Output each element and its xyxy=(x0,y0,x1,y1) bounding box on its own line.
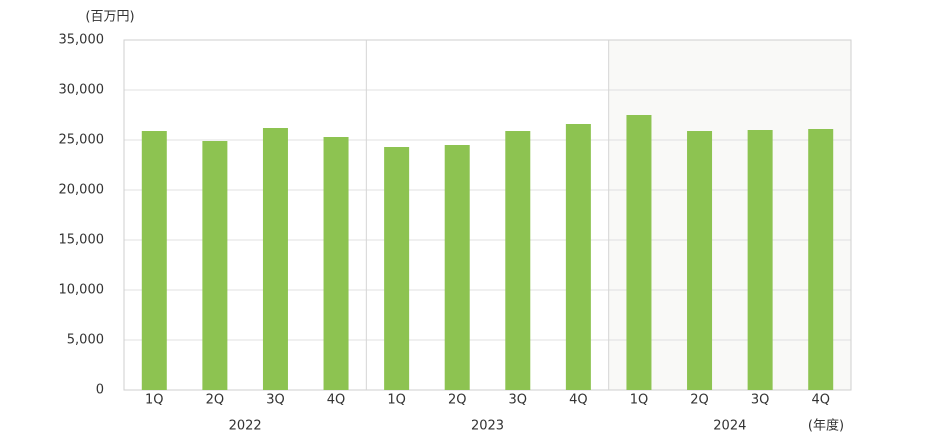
group-label: 2023 xyxy=(471,419,504,434)
x-tick-label: 4Q xyxy=(811,393,830,408)
group-label: 2024 xyxy=(713,419,746,434)
x-tick-label: 1Q xyxy=(145,393,164,408)
y-tick-label: 15,000 xyxy=(59,233,105,248)
y-tick-label: 10,000 xyxy=(59,283,105,298)
plot-frame xyxy=(123,39,852,391)
y-tick-label: 0 xyxy=(96,383,104,398)
bar xyxy=(141,131,167,390)
y-tick-label: 20,000 xyxy=(59,183,105,198)
y-tick-label: 25,000 xyxy=(59,133,105,148)
y-tick-label: 5,000 xyxy=(67,333,104,348)
bar xyxy=(808,129,834,390)
bar xyxy=(626,115,652,390)
x-tick-label: 1Q xyxy=(387,393,406,408)
x-tick-label: 3Q xyxy=(509,393,528,408)
x-tick-label: 4Q xyxy=(327,393,346,408)
y-tick-label: 30,000 xyxy=(59,83,105,98)
x-tick-label: 2Q xyxy=(448,393,467,408)
bar xyxy=(687,131,713,390)
y-tick-label: 35,000 xyxy=(59,33,105,48)
x-tick-label: 2Q xyxy=(206,393,225,408)
bar xyxy=(505,131,531,390)
x-tick-label: 1Q xyxy=(630,393,649,408)
x-unit: (年度) xyxy=(808,418,844,434)
bar xyxy=(202,141,228,390)
bar xyxy=(444,145,470,390)
bar xyxy=(384,147,410,390)
x-tick-label: 4Q xyxy=(569,393,588,408)
bar xyxy=(262,128,288,390)
x-tick-label: 3Q xyxy=(266,393,285,408)
x-tick-label: 3Q xyxy=(751,393,770,408)
group-label: 2022 xyxy=(229,419,262,434)
y-unit: (百万円) xyxy=(85,10,134,25)
x-tick-label: 2Q xyxy=(690,393,709,408)
bar xyxy=(565,124,591,390)
bar xyxy=(747,130,773,390)
bar xyxy=(323,137,349,390)
